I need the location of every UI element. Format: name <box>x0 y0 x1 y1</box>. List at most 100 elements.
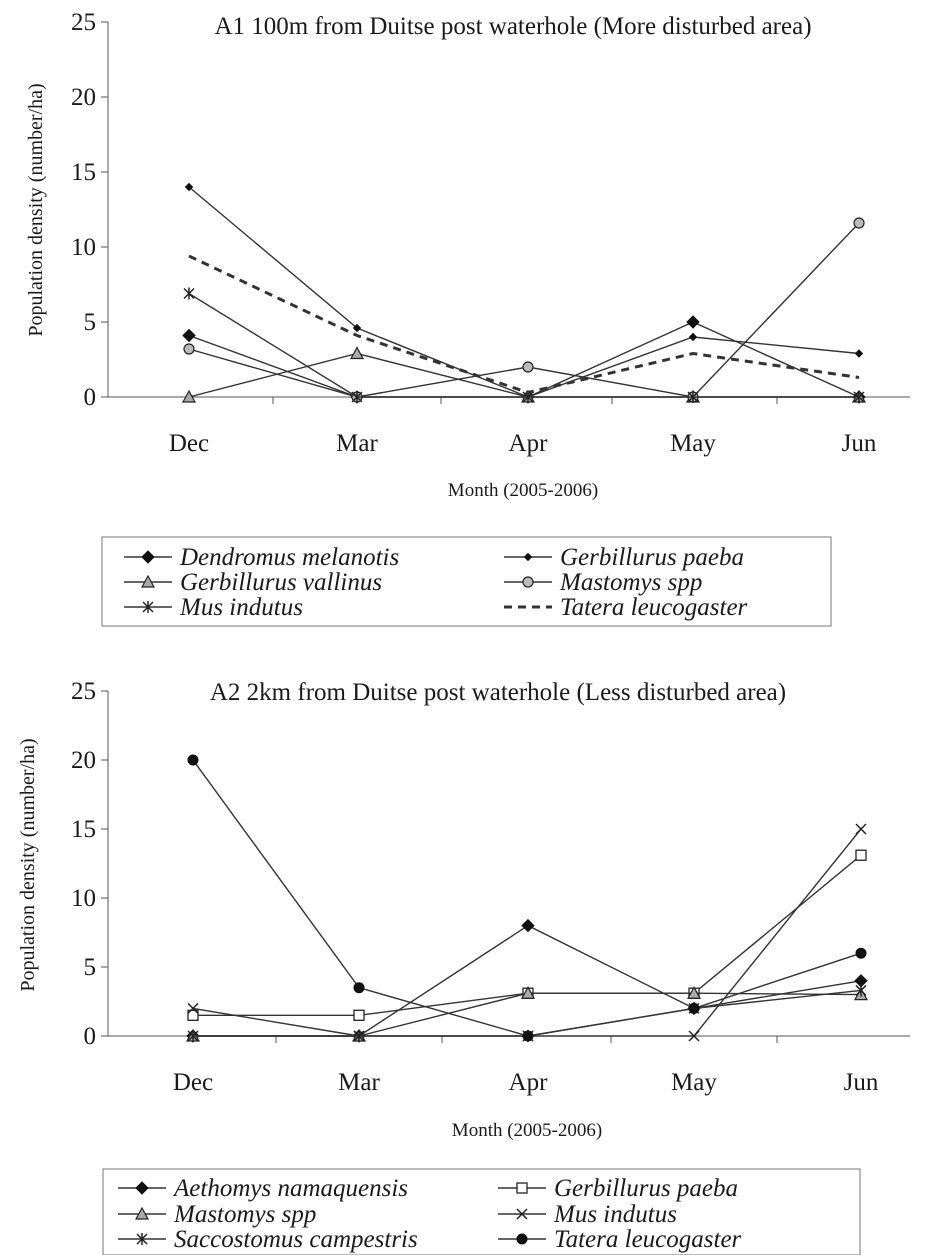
chart-a2-ytick-label: 25 <box>71 678 96 705</box>
chart-a2-legend-label: Saccostomus campestris <box>174 1226 418 1253</box>
chart-a2-xlabel: Month (2005-2006) <box>452 1120 602 1141</box>
chart-a2-legend-label: Aethomys namaquensis <box>172 1175 408 1202</box>
chart-a1-legend-label: Mastomys spp <box>559 569 702 596</box>
chart-a1-ytick-label: 5 <box>84 309 97 336</box>
chart-a2-series-3-point <box>187 1002 199 1014</box>
chart-a2-xtick-label: Dec <box>173 1069 213 1096</box>
chart-a1-legend-item-1: Gerbillurus paeba <box>504 544 744 571</box>
chart-a2-series-5-point <box>353 982 365 994</box>
chart-a2-ytick-label: 5 <box>84 954 97 981</box>
chart-a2-legend-item-2: Mastomys spp <box>118 1201 316 1228</box>
chart-a2-legend-box <box>102 1168 861 1255</box>
chart-a1-series-2-point <box>349 346 365 360</box>
chart-a2-series-4-point <box>187 1030 199 1042</box>
chart-a1-ylabel: Population density (number/ha) <box>25 83 47 336</box>
chart-a2-legend-marker <box>135 1181 149 1195</box>
chart-a1-series-3-point <box>853 217 865 229</box>
chart-a2-ytick-label: 15 <box>71 816 96 843</box>
chart-a1-ytick-label: 0 <box>84 384 97 411</box>
chart-a2-series-1-point <box>855 849 867 861</box>
chart-a2-legend-marker <box>516 1208 528 1220</box>
chart-a1-series-4-point <box>351 391 363 403</box>
chart-a2-legend-label: Mus indutus <box>553 1201 677 1228</box>
chart-a1: A1 100m from Duitse post waterhole (More… <box>25 9 910 627</box>
chart-a2-series-3-line <box>192 828 862 1037</box>
chart-a1-series-3-point <box>522 361 534 373</box>
chart-a1-series-3 <box>183 217 865 403</box>
chart-a1-ytick-label: 20 <box>71 84 96 111</box>
chart-a2-series-1-point <box>353 1009 365 1021</box>
chart-a1-series-0-line <box>188 321 860 398</box>
chart-a2-legend-item-1: Gerbillurus paeba <box>498 1175 738 1202</box>
chart-a2-legend-item-4: Saccostomus campestris <box>118 1226 418 1253</box>
chart-a1-series-4-point <box>687 391 699 403</box>
chart-a1-series-1-point <box>184 182 194 192</box>
chart-a2-series-0 <box>186 918 868 1043</box>
chart-a1-xtick-label: Apr <box>509 430 549 457</box>
chart-a2-xtick-label: Mar <box>338 1069 380 1096</box>
chart-a2-plot: 0 5 10 15 20 25 Dec Mar Apr May Jun <box>71 678 910 1096</box>
chart-a2-legend-marker <box>516 1182 528 1194</box>
chart-a2-series-5-point <box>187 754 199 766</box>
chart-a2-series-1-point <box>187 1009 199 1021</box>
chart-a2-title: A2 2km from Duitse post waterhole (Less … <box>210 679 786 706</box>
chart-a1-ytick-label: 25 <box>71 9 96 36</box>
chart-a1-legend-item-2: Gerbillurus vallinus <box>124 569 382 596</box>
chart-a1-legend-item-0: Dendromus melanotis <box>124 544 399 571</box>
chart-a2-legend: Aethomys namaquensis Gerbillurus paeba Mas… <box>102 1168 861 1255</box>
chart-a2-series-0-line <box>193 924 862 1037</box>
chart-a1-xtick-label: Jun <box>842 430 877 457</box>
chart-a2-series-2-point <box>520 985 536 999</box>
chart-a1-series-0-point <box>182 328 196 343</box>
chart-a2-legend-item-3: Mus indutus <box>498 1201 677 1228</box>
chart-a2-xtick-label: Jun <box>844 1069 879 1096</box>
chart-a1-legend-marker <box>140 574 156 588</box>
chart-a2-ytick-label: 20 <box>71 747 96 774</box>
chart-a1-legend-box <box>101 536 832 627</box>
chart-a1-legend-label: Mus indutus <box>179 594 303 621</box>
chart-a1-legend-items: Dendromus melanotis Gerbillurus paeba Gerb… <box>124 544 748 621</box>
chart-a1-legend-item-5: Tatera leucogaster <box>504 594 748 621</box>
chart-a1-legend-label: Gerbillurus paeba <box>560 544 744 571</box>
chart-a1-legend-marker <box>142 601 154 613</box>
chart-a1-legend-label: Dendromus melanotis <box>179 544 399 571</box>
chart-a1-xtick-label: Dec <box>169 430 209 457</box>
chart-a2-ylabel: Population density (number/ha) <box>17 738 39 991</box>
chart-a1-xlabel: Month (2005-2006) <box>448 480 598 501</box>
chart-a2-series-5-point <box>522 1030 534 1042</box>
chart-a1-ytick-label: 15 <box>71 159 96 186</box>
chart-a2-series-3-point <box>688 1030 700 1042</box>
chart-a2-series-5 <box>187 754 867 1042</box>
chart-a2-series-4-point <box>353 1030 365 1042</box>
chart-a1-series-2-point <box>181 389 197 403</box>
chart-a2-legend-marker <box>134 1206 150 1220</box>
chart-a2-legend-label: Tatera leucogaster <box>554 1226 742 1253</box>
chart-a2-ytick-label: 10 <box>71 885 96 912</box>
chart-a1-xtick-label: Mar <box>336 430 378 457</box>
chart-a2-series-5-point <box>855 947 867 959</box>
chart-a2-series-3-point <box>855 823 867 835</box>
chart-a1-legend: Dendromus melanotis Gerbillurus paeba Gerb… <box>101 536 832 627</box>
chart-a2-legend-label: Mastomys spp <box>173 1201 316 1228</box>
chart-a2-legend-item-5: Tatera leucogaster <box>498 1226 742 1253</box>
chart-a1-series-2-line <box>188 352 859 398</box>
chart-a1-legend-marker <box>522 576 534 588</box>
chart-a1-xtick-label: May <box>670 430 716 457</box>
chart-a2-legend-items: Aethomys namaquensis Gerbillurus paeba Mas… <box>118 1175 742 1253</box>
chart-a2-xtick-label: Apr <box>509 1069 549 1096</box>
chart-a1-series-3-point <box>183 343 195 355</box>
chart-a2-legend-label: Gerbillurus paeba <box>554 1175 738 1202</box>
chart-a1-title: A1 100m from Duitse post waterhole (More… <box>214 13 811 40</box>
chart-a1-series-4-point <box>853 391 865 403</box>
chart-a1-series-1-point <box>352 323 362 333</box>
chart-a2-ytick-label: 0 <box>84 1023 97 1050</box>
chart-a1-legend-marker <box>523 552 533 562</box>
chart-a1-series-1-point <box>688 332 698 342</box>
chart-a1-legend-item-4: Mus indutus <box>124 594 303 621</box>
chart-a2-series-0-point <box>521 918 535 933</box>
chart-a2-series-5-point <box>688 1002 700 1014</box>
chart-a1-series-4 <box>183 287 865 403</box>
chart-a1-series-4-point <box>183 287 195 300</box>
